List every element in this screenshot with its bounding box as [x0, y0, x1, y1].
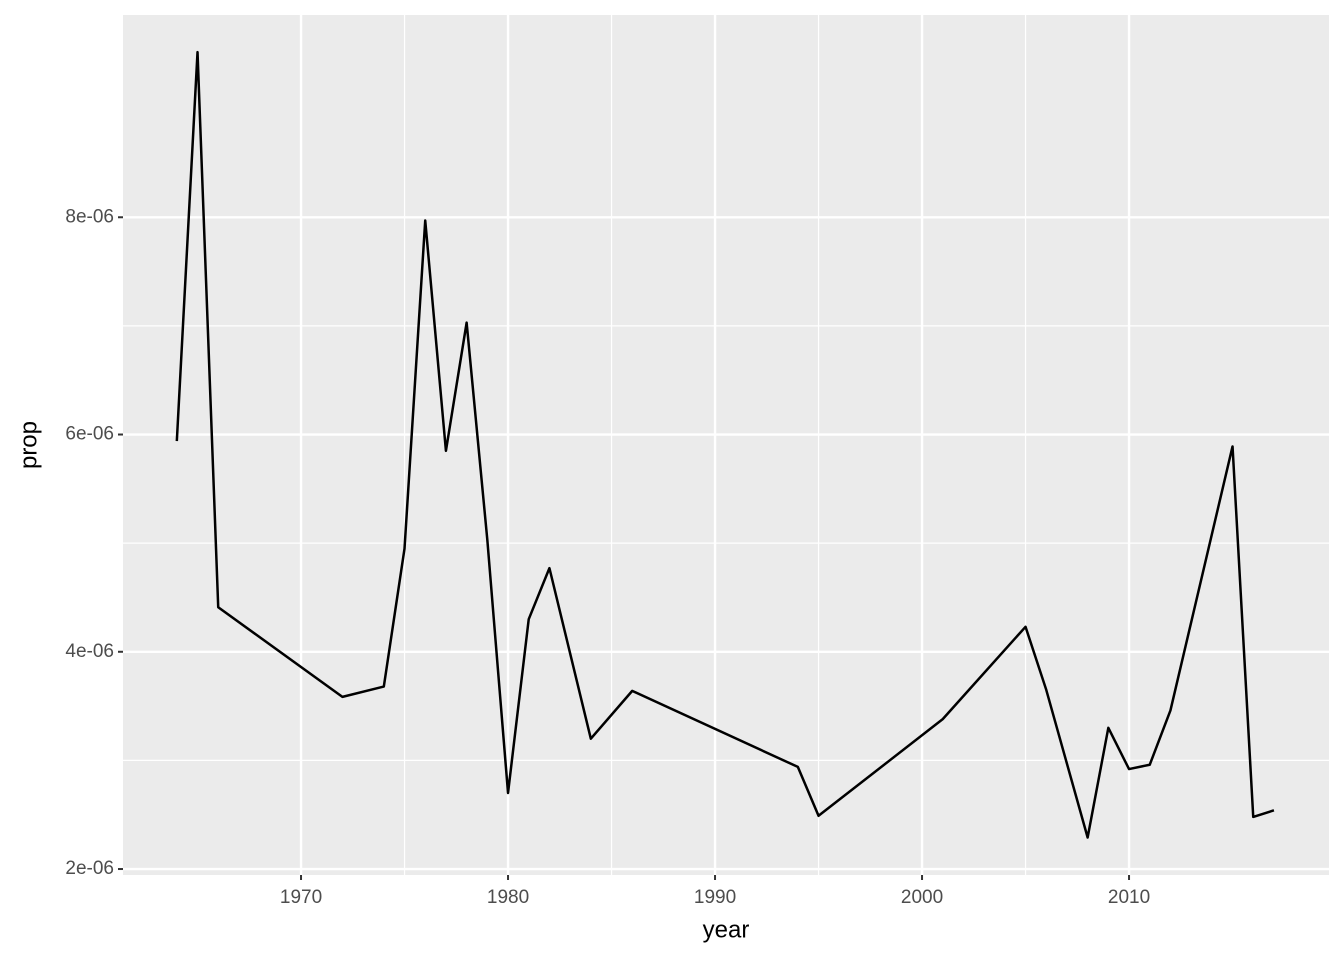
- x-tick-label: 1980: [487, 887, 529, 908]
- panel: [123, 15, 1329, 875]
- y-tick-label: 2e-06: [65, 858, 114, 879]
- y-axis-title: prop: [15, 421, 42, 469]
- line: [175, 50, 1275, 839]
- x-axis-title: year: [703, 916, 750, 943]
- y-tick-label: 4e-06: [65, 641, 114, 662]
- x-tick-label: 2000: [901, 887, 943, 908]
- x-tick-label: 1970: [280, 887, 322, 908]
- y-tick-label: 8e-06: [65, 206, 114, 227]
- x-tick-label: 1990: [694, 887, 736, 908]
- y-tick-label: 6e-06: [65, 424, 114, 445]
- x-tick-label: 2010: [1108, 887, 1150, 908]
